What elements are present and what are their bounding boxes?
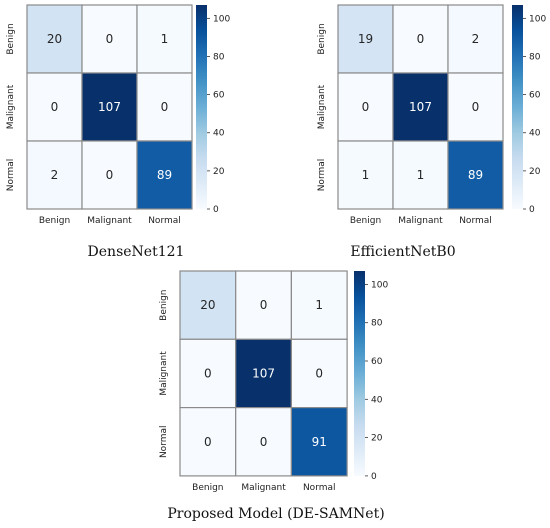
cell-value-label: 0 — [260, 298, 268, 312]
chart-caption: EfficientNetB0 — [350, 244, 455, 260]
colorbar-tick-label: 80 — [213, 52, 225, 62]
colorbar-tick-label: 0 — [213, 205, 219, 215]
cell-value-label: 2 — [51, 168, 59, 182]
colorbar-tick-label: 80 — [529, 52, 541, 62]
x-tick-label: Malignant — [398, 216, 443, 226]
x-tick-label: Malignant — [241, 483, 286, 493]
cell-value-label: 0 — [362, 100, 370, 114]
x-tick-label: Benign — [192, 483, 223, 493]
cell-value-label: 107 — [252, 366, 275, 380]
cell-value-label: 2 — [472, 32, 480, 46]
cell-value-label: 107 — [98, 100, 121, 114]
heatmap-cell — [337, 72, 394, 142]
cell-value-label: 20 — [47, 32, 62, 46]
colorbar-tick-label: 40 — [529, 129, 541, 139]
heatmap-cell — [337, 4, 394, 74]
colorbar — [196, 5, 207, 209]
colorbar-tick-label: 0 — [371, 472, 377, 482]
heatmap-cell — [81, 4, 138, 74]
heatmap-cell — [136, 140, 193, 210]
cell-value-label: 1 — [161, 32, 169, 46]
cell-value-label: 0 — [417, 32, 425, 46]
colorbar-tick-label: 80 — [371, 319, 383, 329]
heatmap-cell — [179, 338, 237, 409]
cell-value-label: 1 — [362, 168, 370, 182]
heatmap-cell — [26, 4, 83, 74]
y-tick-label: Benign — [6, 23, 16, 54]
x-tick-label: Normal — [459, 216, 492, 226]
cell-value-label: 0 — [161, 100, 169, 114]
y-tick-label: Benign — [159, 289, 169, 320]
heatmap-cell — [235, 270, 292, 340]
colorbar-tick-label: 40 — [371, 395, 383, 405]
colorbar-tick-label: 60 — [213, 91, 225, 101]
colorbar-tick-label: 100 — [371, 280, 388, 290]
colorbar-tick-label: 20 — [213, 167, 225, 177]
cell-value-label: 0 — [106, 168, 114, 182]
confusion-matrix-3: 20 0 1 0 107 0 0 0 91 Benign Malignant Normal Benign… — [159, 270, 388, 522]
heatmap-cell — [136, 72, 193, 142]
cell-value-label: 1 — [417, 168, 425, 182]
y-tick-label: Malignant — [317, 84, 327, 129]
heatmap-cell — [81, 140, 138, 210]
cell-value-label: 1 — [315, 298, 323, 312]
cell-value-label: 0 — [204, 366, 212, 380]
cell-value-label: 19 — [358, 32, 373, 46]
heatmap-cell — [392, 72, 449, 142]
cell-value-label: 0 — [204, 435, 212, 449]
heatmap-cell — [447, 140, 504, 210]
x-tick-label: Benign — [39, 216, 70, 226]
y-tick-label: Normal — [6, 159, 16, 192]
heatmap-cell — [136, 4, 193, 74]
colorbar-tick-label: 0 — [529, 205, 535, 215]
y-tick-label: Benign — [317, 23, 327, 54]
colorbar-tick-label: 100 — [529, 14, 546, 24]
cell-value-label: 0 — [106, 32, 114, 46]
heatmap-cell — [447, 4, 504, 74]
x-tick-label: Malignant — [87, 216, 132, 226]
heatmap-cell — [392, 140, 449, 210]
y-tick-label: Malignant — [159, 351, 169, 396]
cell-value-label: 107 — [409, 100, 432, 114]
colorbar — [354, 271, 365, 476]
cell-value-label: 0 — [260, 435, 268, 449]
heatmap-cell — [26, 140, 83, 210]
cell-value-label: 20 — [200, 298, 215, 312]
heatmap-cell — [290, 407, 348, 477]
colorbar-tick-label: 60 — [529, 91, 541, 101]
colorbar-tick-label: 20 — [529, 167, 541, 177]
heatmap-cell — [392, 4, 449, 74]
heatmap-cell — [235, 407, 292, 477]
colorbar-tick-label: 100 — [213, 14, 230, 24]
y-tick-label: Normal — [317, 159, 327, 192]
colorbar-tick-label: 40 — [213, 129, 225, 139]
y-tick-label: Malignant — [6, 84, 16, 129]
chart-caption: Proposed Model (DE-SAMNet) — [167, 506, 384, 522]
chart-caption: DenseNet121 — [88, 244, 185, 260]
cell-value-label: 0 — [51, 100, 59, 114]
cell-value-label: 0 — [315, 366, 323, 380]
heatmap-cell — [290, 338, 348, 409]
cell-value-label: 89 — [468, 168, 483, 182]
cell-value-label: 91 — [312, 435, 327, 449]
colorbar-tick-label: 60 — [371, 357, 383, 367]
colorbar-tick-label: 20 — [371, 434, 383, 444]
y-tick-label: Normal — [159, 425, 169, 458]
heatmap-cell — [447, 72, 504, 142]
cell-value-label: 0 — [472, 100, 480, 114]
cell-value-label: 89 — [157, 168, 172, 182]
x-tick-label: Normal — [303, 483, 336, 493]
x-tick-label: Benign — [350, 216, 381, 226]
x-tick-label: Normal — [148, 216, 181, 226]
colorbar — [512, 5, 523, 209]
